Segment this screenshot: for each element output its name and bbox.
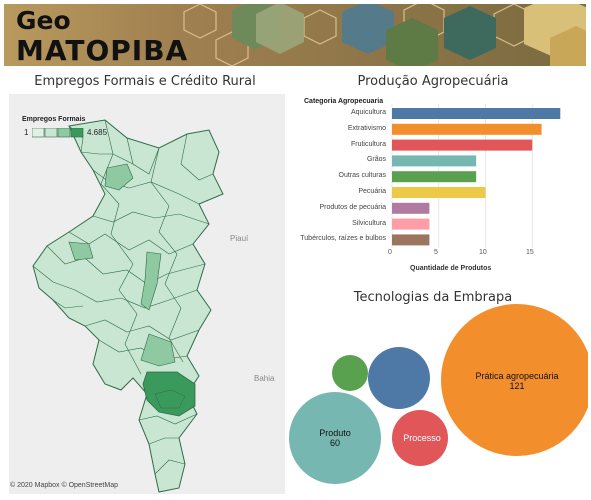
bubble-label-produto-value: 60 [329, 438, 340, 448]
bar-label-8: Tubérculos, raízes e bulbos [300, 235, 386, 243]
map-title: Empregos Formais e Crédito Rural [34, 74, 256, 89]
x-tick-15: 15 [526, 249, 534, 256]
bar-8[interactable] [392, 234, 430, 246]
bubble-chart[interactable] [288, 304, 588, 500]
bar-6[interactable] [392, 202, 430, 214]
banner-hexagon-pattern [4, 4, 586, 66]
map-legend-swatches [32, 128, 84, 138]
bar-7[interactable] [392, 218, 430, 230]
matopiba-map[interactable] [9, 94, 285, 494]
x-tick-0: 0 [388, 249, 392, 256]
bubble-label-pratica-value: 121 [509, 381, 525, 391]
bubble-produto[interactable] [289, 392, 381, 484]
bar-label-2: Fruticultura [350, 140, 386, 148]
x-tick-10: 10 [479, 249, 487, 256]
state-label-piaui: Piauí [230, 234, 249, 243]
bubbles-title: Tecnologias da Embrapa [353, 290, 513, 305]
bar-label-0: Aquicultura [350, 109, 386, 116]
bubble-label-processo: Processo [403, 433, 441, 443]
bar-label-1: Extrativismo [347, 124, 386, 132]
bar-label-4: Outras culturas [338, 172, 386, 180]
bubble-processo[interactable] [392, 410, 448, 466]
production-title: Produção Agropecuária [357, 74, 509, 89]
bar-1[interactable] [392, 123, 542, 135]
production-bar-chart[interactable] [390, 104, 580, 248]
bubble-blue[interactable] [368, 347, 430, 409]
map-legend-min: 1 [24, 128, 29, 137]
bar-label-6: Produtos de pecuária [319, 203, 386, 211]
bubble-pratica-agropecuaria[interactable] [441, 304, 588, 456]
bar-4[interactable] [392, 171, 477, 183]
bar-0[interactable] [392, 108, 561, 119]
header-banner: Geo MATOPIBA [4, 4, 586, 66]
chart-category-header: Categoria Agropecuaria [304, 98, 384, 105]
app-title-line1: Geo [16, 6, 71, 35]
x-axis-label: Quantidade de Produtos [410, 265, 492, 272]
bar-3[interactable] [392, 155, 477, 167]
bubble-label-pratica: Prática agropecuária 121 [457, 371, 577, 391]
map-attribution[interactable]: © 2020 Mapbox © OpenStreetMap [10, 482, 118, 489]
bar-label-5: Pecuária [358, 188, 386, 195]
bubble-label-pratica-name: Prática agropecuária [475, 371, 559, 381]
map-legend-title: Empregos Formais [22, 116, 86, 123]
bar-2[interactable] [392, 139, 533, 151]
bubble-green[interactable] [332, 355, 368, 391]
x-tick-5: 5 [434, 249, 438, 256]
state-label-bahia: Bahia [254, 374, 275, 383]
bubble-label-produto-name: Produto [319, 428, 351, 438]
bar-5[interactable] [392, 187, 486, 198]
map-canvas[interactable] [9, 94, 285, 494]
bar-label-3: Grãos [366, 156, 386, 164]
bubble-label-produto: Produto 60 [305, 428, 365, 448]
bar-label-7: Silvicultura [352, 219, 386, 227]
app-title-line2: MATOPIBA [16, 34, 189, 66]
map-legend-max: 4.685 [87, 128, 108, 137]
